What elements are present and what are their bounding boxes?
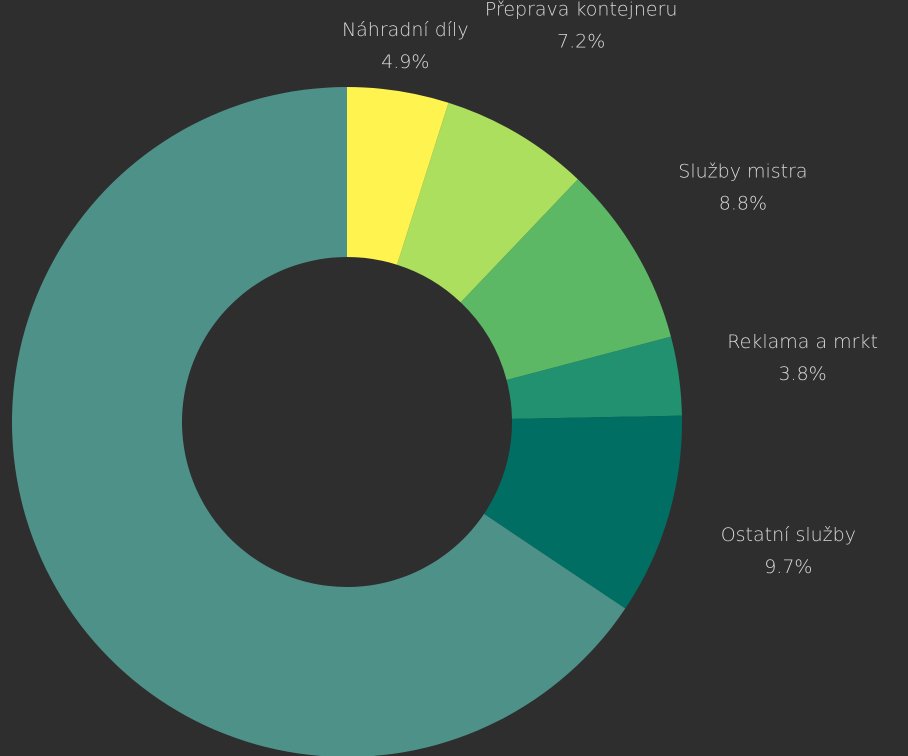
slice-label: Reklama a mrkt (727, 331, 878, 353)
donut-slice (506, 336, 682, 419)
slice-value-label: 3.8% (778, 363, 826, 385)
donut-slice (12, 87, 626, 756)
slice-label: Náhradní díly (342, 19, 469, 41)
donut-slice (484, 415, 682, 609)
slice-value-label: 8.8% (719, 192, 767, 214)
slice-label: Ostatní služby (721, 524, 856, 546)
donut-slice (347, 87, 449, 265)
slice-label: Služby mistra (678, 160, 807, 182)
donut-slice (397, 102, 578, 303)
slice-value-label: 9.7% (764, 556, 812, 578)
slice-label: Přeprava kontejneru (485, 0, 678, 21)
slice-value-label: 4.9% (381, 51, 429, 73)
donut-slice (460, 179, 671, 380)
slice-value-label: 7.2% (557, 31, 605, 53)
